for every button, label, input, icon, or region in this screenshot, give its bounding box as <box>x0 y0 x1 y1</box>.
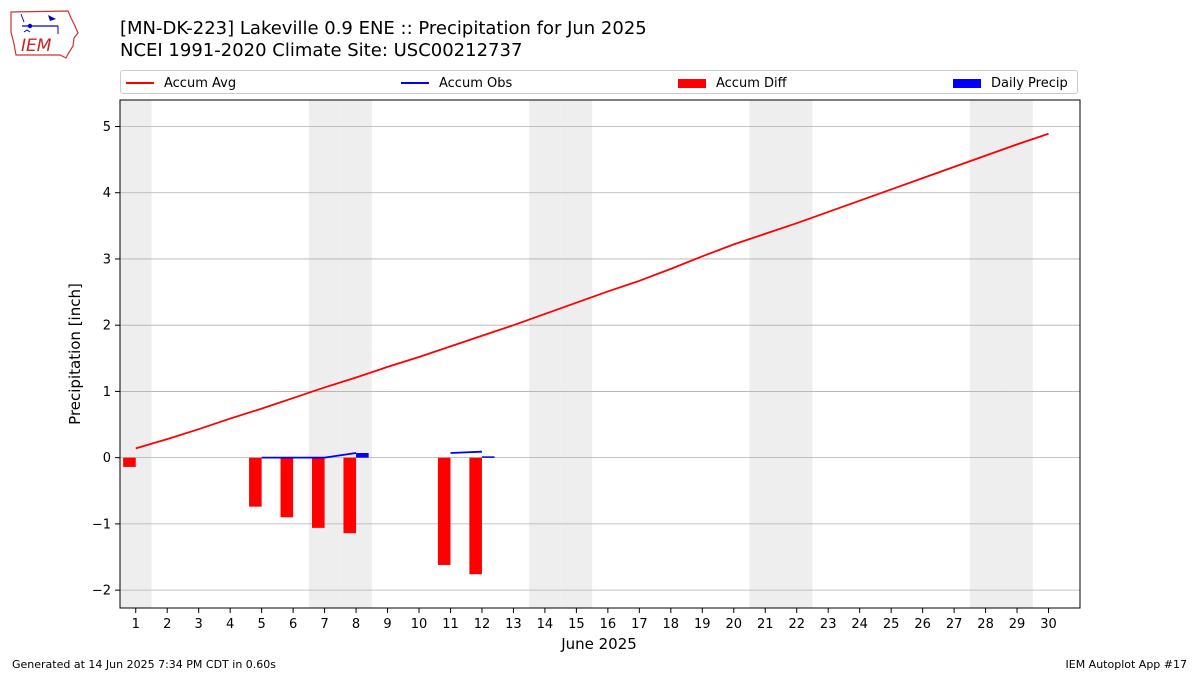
lines <box>135 132 1049 459</box>
x-tick-label: 27 <box>946 617 963 632</box>
y-tick-label: 4 <box>103 186 111 201</box>
x-tick-label: 18 <box>663 617 680 632</box>
y-tick-label: −1 <box>92 517 111 532</box>
legend-label-accum-obs: Accum Obs <box>439 75 513 91</box>
legend-swatch-accum-avg <box>126 82 154 84</box>
legend-item-accum-avg: Accum Avg <box>126 74 236 92</box>
weekend-shade-day-21 <box>749 100 781 608</box>
iowa-state-map-logo-icon: IEM <box>10 10 79 59</box>
footer-generated: Generated at 14 Jun 2025 7:34 PM CDT in … <box>12 658 277 671</box>
legend-label-accum-diff: Accum Diff <box>716 75 787 91</box>
y-gridlines <box>120 126 1080 591</box>
chart-title: [MN-DK-223] Lakeville 0.9 ENE :: Precipi… <box>120 18 647 62</box>
x-tick-label: 9 <box>383 617 391 632</box>
chart-legend: Accum Avg Accum Obs Accum Diff Daily Pre… <box>120 70 1078 94</box>
x-tick-label: 3 <box>195 617 203 632</box>
x-tick-label: 28 <box>977 617 994 632</box>
legend-swatch-accum-diff <box>678 78 706 88</box>
x-tick-label: 11 <box>442 617 459 632</box>
x-tick-label: 2 <box>163 617 171 632</box>
x-tick-label: 1 <box>132 617 140 632</box>
weekend-shade-day-7 <box>308 100 341 608</box>
iem-logo: IEM <box>8 6 80 60</box>
y-tick-label: 5 <box>103 120 111 135</box>
x-tick-label: 24 <box>851 617 868 632</box>
legend-label-daily-precip: Daily Precip <box>991 75 1068 91</box>
y-tick-label: 1 <box>103 385 111 400</box>
daily-precip-bar <box>481 456 495 458</box>
y-axis-ticks: −2 −1 0 1 2 3 4 5 <box>92 120 120 599</box>
accum-obs-line-segment-1 <box>261 452 357 459</box>
chart-title-line1: [MN-DK-223] Lakeville 0.9 ENE :: Precipi… <box>120 18 647 39</box>
weekend-shade-day-15 <box>560 100 593 608</box>
x-tick-label: 23 <box>820 617 837 632</box>
x-tick-label: 12 <box>474 617 491 632</box>
legend-item-daily-precip: Daily Precip <box>953 74 1068 92</box>
y-tick-label: 3 <box>103 252 111 267</box>
weekend-shading <box>120 100 1033 608</box>
plot-frame <box>119 99 1081 609</box>
x-tick-label: 15 <box>568 617 585 632</box>
x-tick-label: 8 <box>352 617 360 632</box>
x-tick-label: 20 <box>725 617 742 632</box>
y-tick-label: 0 <box>103 451 111 466</box>
x-tick-label: 30 <box>1040 617 1057 632</box>
accum-diff-bar <box>437 457 451 565</box>
x-tick-label: 29 <box>1009 617 1026 632</box>
accum-diff-bar <box>312 457 325 528</box>
weekend-shade-day-29 <box>1001 100 1033 608</box>
accum-obs-line-segment-2 <box>450 450 483 454</box>
x-axis-label: June 2025 <box>560 635 637 653</box>
x-tick-label: 19 <box>694 617 711 632</box>
daily-precip-bar <box>356 453 369 458</box>
legend-swatch-accum-obs <box>401 82 429 84</box>
accum-diff-bar <box>343 457 357 534</box>
weekend-shade-day-28 <box>969 100 1002 608</box>
x-tick-label: 13 <box>505 617 522 632</box>
accum-diff-bar <box>469 457 482 575</box>
weekend-shade-day-22 <box>780 100 813 608</box>
x-tick-label: 4 <box>226 617 234 632</box>
legend-swatch-daily-precip <box>953 78 981 88</box>
x-tick-label: 14 <box>537 617 554 632</box>
x-tick-label: 7 <box>320 617 328 632</box>
legend-label-accum-avg: Accum Avg <box>164 75 237 91</box>
x-tick-label: 16 <box>600 617 617 632</box>
bars <box>123 453 495 575</box>
x-tick-label: 21 <box>757 617 774 632</box>
x-tick-label: 26 <box>914 617 931 632</box>
y-tick-label: 2 <box>103 319 111 334</box>
accum-avg-line <box>135 132 1049 450</box>
y-axis-label: Precipitation [inch] <box>66 283 84 425</box>
weekend-shade-day-14 <box>529 100 561 608</box>
x-tick-label: 22 <box>788 617 805 632</box>
x-tick-label: 5 <box>257 617 265 632</box>
chart-title-line2: NCEI 1991-2020 Climate Site: USC00212737 <box>120 40 523 61</box>
logo-text: IEM <box>21 36 52 56</box>
x-tick-label: 25 <box>883 617 900 632</box>
legend-item-accum-diff: Accum Diff <box>678 74 787 92</box>
footer-app-id: IEM Autoplot App #17 <box>1065 658 1188 671</box>
accum-diff-bar <box>123 457 136 467</box>
accum-diff-bar <box>280 457 294 518</box>
legend-item-accum-obs: Accum Obs <box>401 74 512 92</box>
y-tick-label: −2 <box>92 584 111 599</box>
weekend-shade-day-1 <box>120 100 152 608</box>
x-tick-label: 6 <box>289 617 297 632</box>
accum-diff-bar <box>249 457 262 507</box>
x-axis-ticks: 1 2 3 4 5 6 7 8 9 10 11 12 13 14 15 16 17 18 19 20 21 22 23 24 2… <box>132 608 1057 632</box>
x-tick-label: 10 <box>411 617 428 632</box>
x-tick-label: 17 <box>631 617 648 632</box>
